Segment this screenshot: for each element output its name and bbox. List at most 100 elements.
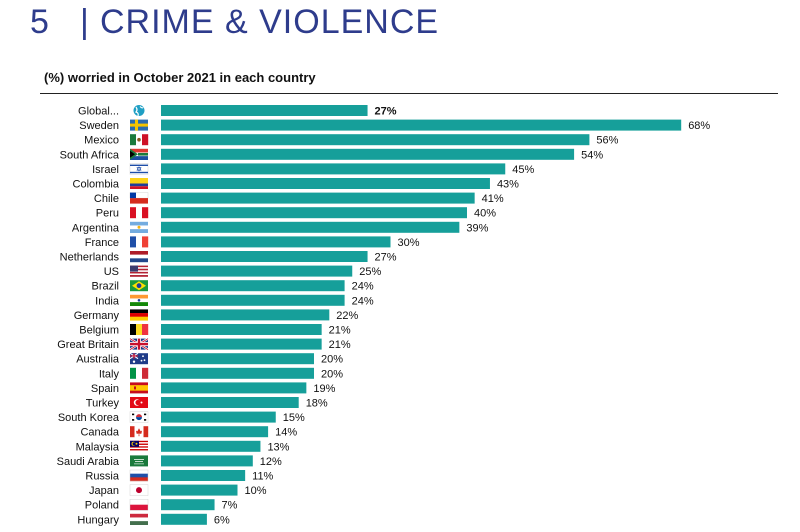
bar [161,119,682,131]
bar [161,178,490,189]
category-label: Chile [94,193,119,205]
category-label: Global... [78,106,119,118]
value-label: 43% [497,179,519,191]
bar [161,192,475,204]
value-label: 30% [398,237,420,249]
turkey-flag-icon [130,397,148,408]
section-header: 5 | CRIME & VIOLENCE [30,2,439,42]
category-label: Belgium [79,325,119,337]
bar [161,148,575,160]
sweden-flag-icon [130,119,148,131]
category-label: Great Britain [57,339,119,351]
bar [161,280,345,292]
value-label: 40% [474,208,496,220]
bar [161,367,314,379]
value-label: 39% [466,222,488,234]
bar [161,309,330,321]
section-separator: | [80,3,90,41]
colombia-flag-icon [130,178,148,189]
south-africa-flag-icon [130,148,148,160]
value-label: 12% [260,456,282,468]
section-title: CRIME & VIOLENCE [100,3,440,41]
bar [161,251,368,262]
germany-flag-icon [130,309,148,321]
india-flag-icon [130,294,148,306]
spain-flag-icon [130,382,148,394]
value-label: 68% [688,120,710,132]
bar [161,207,467,219]
great-britain-flag-icon [129,337,149,351]
bar [161,455,253,467]
bar [161,163,506,175]
israel-flag-icon [129,163,149,175]
bar [161,324,322,335]
value-label: 56% [596,135,618,147]
category-label: Peru [96,208,119,220]
hungary-flag-icon [130,513,148,525]
netherlands-flag-icon [130,251,148,263]
category-label: Australia [76,354,120,366]
value-label: 41% [482,193,504,205]
brazil-flag-icon [130,280,148,292]
bar [161,397,299,408]
value-label: 54% [581,149,603,161]
category-label: Netherlands [60,252,120,264]
value-label: 14% [275,427,297,439]
russia-flag-icon [129,469,149,482]
title-divider [40,93,778,94]
value-label: 25% [359,266,381,278]
value-label: 24% [352,281,374,293]
category-label: Malaysia [76,441,120,453]
saudi-arabia-flag-icon [130,455,148,467]
bar [161,484,238,496]
value-label: 7% [222,500,238,512]
bar [161,221,460,233]
value-label: 10% [245,485,267,497]
category-label: Sweden [79,120,119,132]
category-label: Germany [74,310,120,322]
bar [161,382,307,394]
bar [161,236,391,248]
section-number: 5 [30,3,50,41]
malaysia-flag-icon [130,440,148,452]
value-label: 21% [329,325,351,337]
category-label: Turkey [86,398,120,410]
category-label: US [104,266,119,278]
bar [161,294,345,306]
bar [161,105,368,116]
poland-flag-icon [129,499,149,511]
canada-flag-icon [130,426,149,438]
category-label: Saudi Arabia [57,456,120,468]
us-flag-icon [130,265,148,277]
category-label: Mexico [84,135,119,147]
category-label: Italy [99,368,120,380]
bar [161,411,276,423]
globe-flag-icon [133,105,145,117]
japan-flag-icon [129,484,149,496]
category-label: Spain [91,383,119,395]
chart-title: (%) worried in October 2021 in each coun… [44,70,316,85]
value-label: 27% [375,252,397,264]
category-label: France [85,237,119,249]
chile-flag-icon [129,192,149,204]
peru-flag-icon [130,207,149,219]
category-label: South Africa [60,149,120,161]
bar [161,265,353,277]
bar [161,134,590,146]
value-label: 22% [336,310,358,322]
bar [161,513,207,525]
mexico-flag-icon [130,134,149,146]
category-label: Colombia [73,179,120,191]
value-label: 18% [306,398,328,410]
value-label: 20% [321,354,343,366]
category-label: Argentina [72,222,120,234]
bar [161,353,314,365]
category-label: Brazil [91,281,119,293]
value-label: 20% [321,368,343,380]
category-label: Canada [80,427,119,439]
italy-flag-icon [130,367,149,379]
france-flag-icon [130,236,149,248]
category-label: Russia [85,471,120,483]
south-korea-flag-icon [129,411,149,423]
